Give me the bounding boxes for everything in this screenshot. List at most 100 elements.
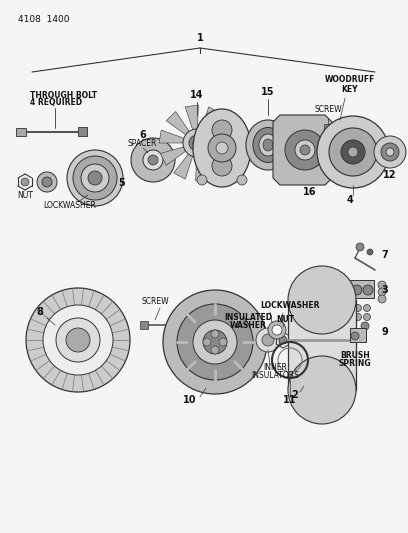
Text: SPRING: SPRING: [339, 359, 371, 367]
Circle shape: [177, 304, 253, 380]
Text: 4 REQUIRED: 4 REQUIRED: [30, 99, 82, 108]
Polygon shape: [166, 111, 189, 135]
Circle shape: [212, 120, 232, 140]
Text: WOODRUFF: WOODRUFF: [325, 76, 375, 85]
Circle shape: [163, 290, 267, 394]
Circle shape: [211, 330, 219, 338]
Text: SPACER: SPACER: [128, 139, 157, 148]
Text: 5: 5: [119, 178, 125, 188]
Bar: [78, 127, 87, 136]
Circle shape: [81, 164, 109, 192]
Bar: [350, 280, 374, 298]
Text: WASHER: WASHER: [230, 320, 266, 329]
Circle shape: [329, 128, 377, 176]
Circle shape: [361, 322, 369, 330]
Circle shape: [341, 140, 365, 164]
Polygon shape: [208, 120, 233, 139]
Text: 11: 11: [283, 395, 297, 405]
Circle shape: [346, 313, 353, 320]
Text: NUT: NUT: [276, 316, 294, 325]
Circle shape: [56, 318, 100, 362]
Circle shape: [193, 320, 237, 364]
Circle shape: [378, 288, 386, 296]
Bar: [350, 328, 366, 342]
Circle shape: [211, 346, 219, 354]
Text: 7: 7: [381, 250, 388, 260]
Circle shape: [356, 243, 364, 251]
Circle shape: [355, 313, 361, 320]
Circle shape: [67, 150, 123, 206]
Polygon shape: [160, 147, 186, 165]
Text: LOCKWASHER: LOCKWASHER: [260, 301, 320, 310]
Bar: [288, 300, 356, 390]
Circle shape: [216, 142, 228, 154]
Circle shape: [288, 356, 356, 424]
Text: 4: 4: [347, 195, 353, 205]
Circle shape: [364, 313, 370, 320]
Text: THROUGH BOLT: THROUGH BOLT: [30, 91, 97, 100]
Circle shape: [262, 334, 274, 346]
Polygon shape: [362, 117, 377, 133]
Circle shape: [337, 304, 344, 311]
Circle shape: [37, 172, 57, 192]
Text: 4108  1400: 4108 1400: [18, 15, 69, 24]
Polygon shape: [196, 156, 209, 181]
Circle shape: [42, 177, 52, 187]
Text: SCREW: SCREW: [314, 106, 342, 115]
Circle shape: [212, 156, 232, 176]
Ellipse shape: [246, 120, 290, 170]
Text: 2: 2: [292, 390, 298, 400]
Circle shape: [21, 178, 29, 186]
Circle shape: [337, 313, 344, 320]
Circle shape: [300, 145, 310, 155]
Polygon shape: [373, 143, 386, 161]
Polygon shape: [320, 143, 333, 161]
Bar: [140, 321, 148, 329]
Polygon shape: [174, 154, 193, 179]
Circle shape: [43, 305, 113, 375]
Circle shape: [348, 147, 358, 157]
Polygon shape: [273, 115, 332, 185]
Text: 1: 1: [197, 33, 203, 43]
Circle shape: [352, 285, 362, 295]
Circle shape: [378, 281, 386, 289]
Circle shape: [256, 328, 280, 352]
Text: 8: 8: [37, 307, 43, 317]
Ellipse shape: [193, 109, 251, 187]
Circle shape: [203, 330, 227, 354]
Ellipse shape: [253, 127, 283, 163]
Text: SCREW: SCREW: [141, 297, 169, 306]
Text: KEY: KEY: [342, 85, 358, 94]
Circle shape: [26, 288, 130, 392]
Circle shape: [317, 116, 389, 188]
Circle shape: [351, 332, 359, 340]
Text: INSULATORS: INSULATORS: [251, 372, 299, 381]
Circle shape: [367, 249, 373, 255]
Circle shape: [363, 285, 373, 295]
Circle shape: [208, 134, 236, 162]
Bar: [397, 149, 405, 155]
Polygon shape: [210, 143, 235, 156]
Text: 14: 14: [190, 90, 204, 100]
Polygon shape: [159, 130, 184, 143]
Circle shape: [374, 136, 406, 168]
Bar: [377, 147, 399, 157]
Circle shape: [272, 325, 282, 335]
Text: INSULATED: INSULATED: [224, 312, 272, 321]
Circle shape: [66, 328, 90, 352]
Circle shape: [189, 135, 205, 151]
Circle shape: [346, 304, 353, 311]
Polygon shape: [329, 171, 344, 187]
Polygon shape: [201, 107, 220, 132]
Text: 15: 15: [261, 87, 275, 97]
Circle shape: [148, 155, 158, 165]
Circle shape: [381, 143, 399, 161]
Text: INNER: INNER: [263, 364, 287, 373]
Bar: [324, 124, 332, 132]
Text: 12: 12: [383, 170, 397, 180]
Circle shape: [88, 171, 102, 185]
Circle shape: [355, 304, 361, 311]
Text: 10: 10: [183, 395, 197, 405]
Circle shape: [197, 175, 207, 185]
Bar: [16, 128, 26, 136]
